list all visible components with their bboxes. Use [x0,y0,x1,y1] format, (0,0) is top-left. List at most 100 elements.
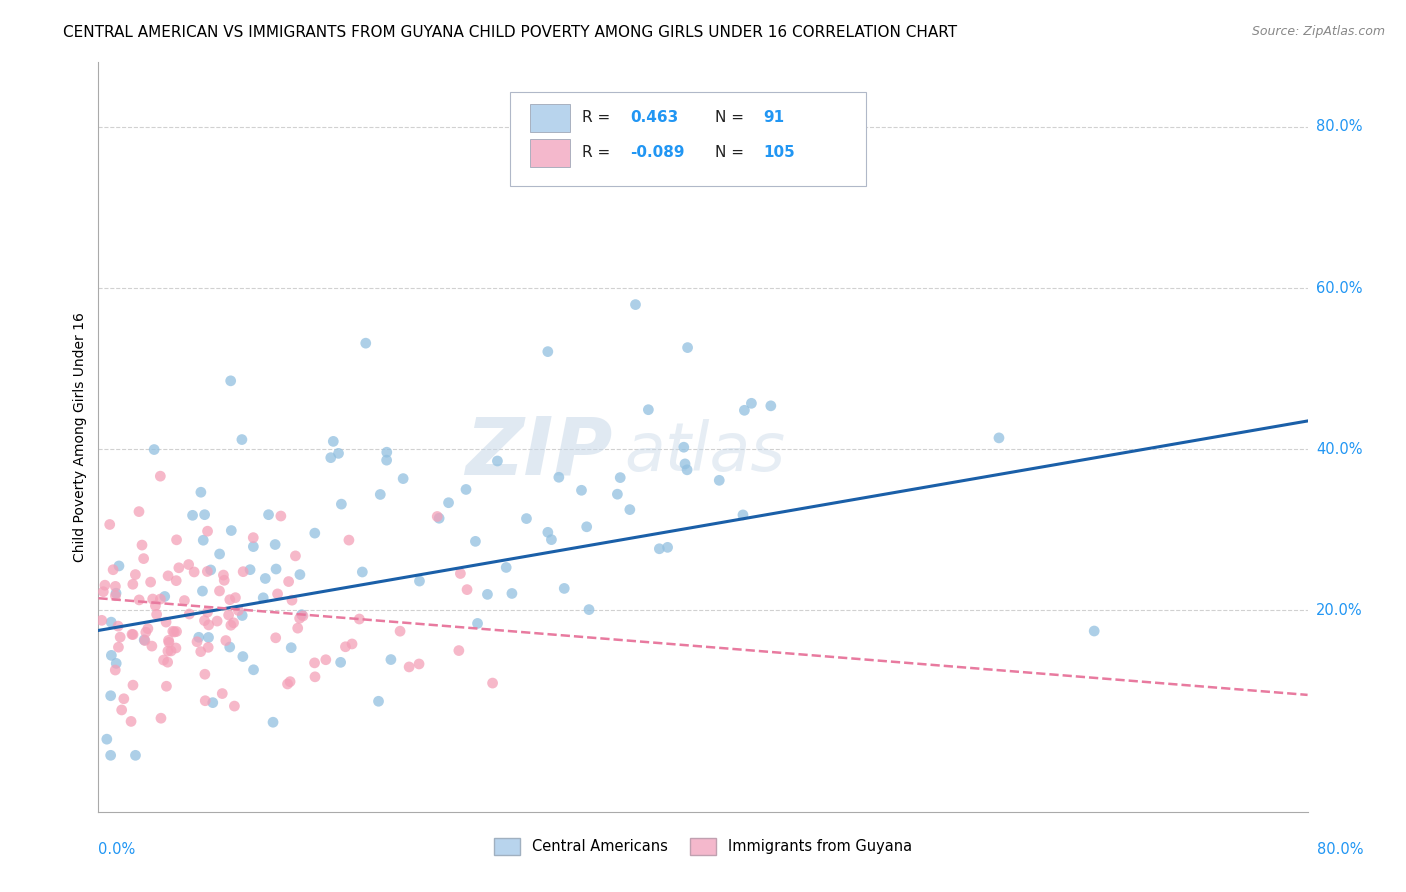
Point [135,625,157,640]
Point [141,639,163,653]
Point [242,540,264,554]
Point [281,593,304,607]
Point [194,667,217,681]
Point [200,563,222,577]
Text: N =: N = [716,145,749,160]
Point [197,618,219,632]
Point [157,569,180,583]
Point [264,562,287,576]
Text: 80.0%: 80.0% [1316,120,1362,135]
Point [464,534,486,549]
Point [987,431,1010,445]
FancyBboxPatch shape [509,93,866,186]
Point [219,374,242,388]
Point [131,538,153,552]
Point [375,445,398,459]
Point [270,509,292,524]
Point [160,644,183,658]
Point [501,586,523,600]
Point [619,502,641,516]
Text: 20.0%: 20.0% [1316,603,1362,618]
Point [191,584,214,599]
Point [197,640,219,655]
Point [304,656,326,670]
Point [540,533,562,547]
Point [759,399,782,413]
Point [201,696,224,710]
Point [228,603,250,617]
Point [337,533,360,547]
Point [197,631,219,645]
Point [128,505,150,519]
Point [190,485,212,500]
Point [173,593,195,607]
Point [108,630,131,644]
Point [104,663,127,677]
Point [145,599,167,613]
Point [149,711,172,725]
Point [107,640,129,655]
Point [100,648,122,663]
Point [291,607,314,622]
Point [193,614,215,628]
Point [328,446,350,460]
Point [340,637,363,651]
Point [1083,624,1105,638]
Text: 40.0%: 40.0% [1316,442,1362,457]
Point [183,565,205,579]
Point [165,574,187,588]
Point [288,611,311,625]
Point [262,715,284,730]
Point [553,582,575,596]
Point [437,496,460,510]
Point [179,607,201,621]
Point [98,517,121,532]
Point [367,694,389,708]
Point [190,644,212,658]
Point [219,618,242,632]
Point [212,568,235,582]
Point [709,473,731,487]
Point [208,547,231,561]
Text: N =: N = [716,110,749,125]
Point [165,640,187,655]
Point [194,508,217,522]
Point [94,578,117,592]
Point [242,663,264,677]
Point [153,590,176,604]
Point [277,677,299,691]
Point [208,584,231,599]
Text: 0.463: 0.463 [630,110,679,125]
Point [218,640,240,654]
Text: atlas: atlas [624,419,786,485]
Point [149,469,172,483]
Point [96,732,118,747]
Point [195,565,218,579]
Point [155,615,177,629]
Point [132,551,155,566]
Point [105,657,128,671]
Point [426,509,449,524]
Point [408,657,430,671]
Point [606,487,628,501]
Point [104,579,127,593]
Point [156,655,179,669]
Point [224,591,246,605]
Text: 91: 91 [763,110,785,125]
Point [731,508,754,522]
Point [156,644,179,658]
Point [101,563,124,577]
Point [392,472,415,486]
Bar [530,103,569,132]
Text: 60.0%: 60.0% [1316,280,1362,295]
Point [194,694,217,708]
Point [104,589,127,603]
Point [330,497,353,511]
Point [352,565,374,579]
Point [239,563,262,577]
Point [266,587,288,601]
Text: ZIP: ZIP [465,413,613,491]
Point [218,607,240,622]
Text: 0.0%: 0.0% [98,842,135,857]
Point [166,533,188,547]
